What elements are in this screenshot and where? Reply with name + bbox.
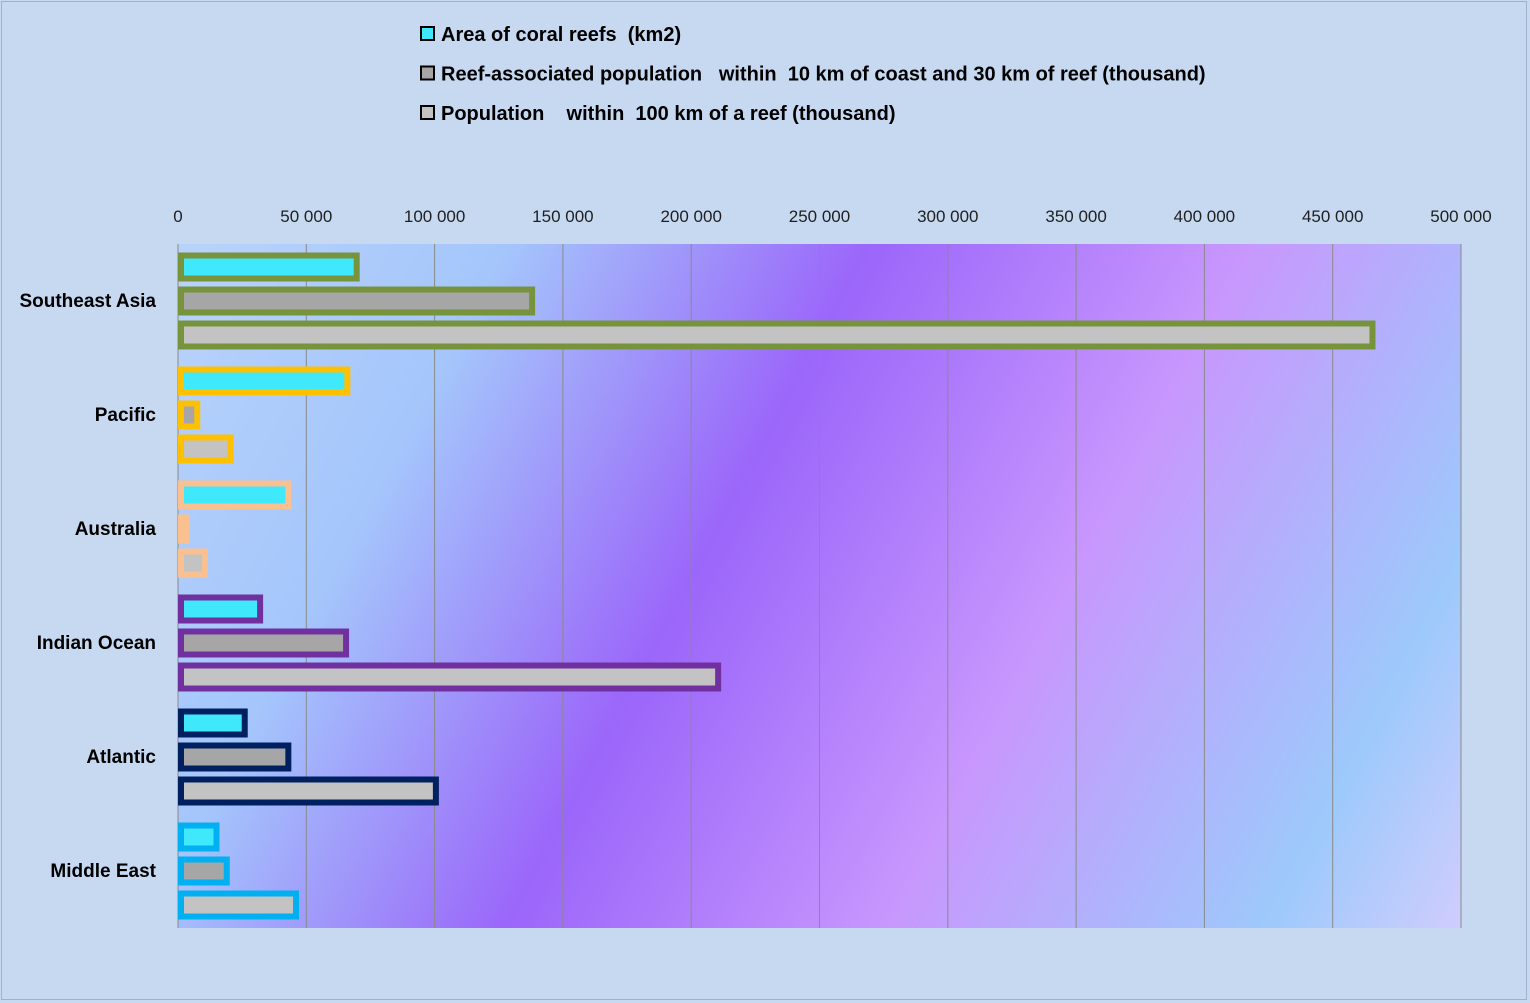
bar xyxy=(178,856,230,886)
bar-group xyxy=(178,822,300,920)
x-tick-label: 200 000 xyxy=(660,207,721,226)
legend-label: Population within 100 km of a reef (thou… xyxy=(441,103,895,125)
bar-group xyxy=(178,252,1376,350)
bar xyxy=(178,480,292,510)
legend-swatch xyxy=(420,65,435,81)
legend-label: Reef-associated population within 10 km … xyxy=(441,64,1206,86)
bar xyxy=(178,662,722,692)
bar xyxy=(178,252,360,282)
legend-item: Population within 100 km of a reef (thou… xyxy=(420,103,895,125)
x-tick-label: 250 000 xyxy=(789,207,850,226)
legend-label: Area of coral reefs (km2) xyxy=(441,24,681,46)
x-tick-label: 50 000 xyxy=(280,207,332,226)
category-label: Middle East xyxy=(50,861,156,882)
x-tick-label: 350 000 xyxy=(1045,207,1106,226)
category-label: Southeast Asia xyxy=(19,291,156,312)
y-axis-categories: Southeast Asia Pacific Australia Indian Oce… xyxy=(19,291,156,882)
legend-swatch xyxy=(420,26,435,41)
bar xyxy=(178,434,234,464)
bar-group xyxy=(178,708,439,806)
bar xyxy=(178,628,350,658)
bar xyxy=(178,742,292,772)
x-tick-label: 450 000 xyxy=(1302,207,1363,226)
bar-group xyxy=(178,366,351,464)
x-tick-label: 150 000 xyxy=(532,207,593,226)
legend-item: Reef-associated population within 10 km … xyxy=(420,64,1206,86)
category-label: Pacific xyxy=(95,405,157,426)
bar xyxy=(178,890,300,920)
bar xyxy=(178,708,248,738)
bar xyxy=(178,776,439,806)
bar xyxy=(178,822,220,852)
x-tick-label: 100 000 xyxy=(404,207,465,226)
gridlines xyxy=(177,244,1462,928)
bar xyxy=(178,400,201,430)
bar xyxy=(178,286,536,316)
category-label: Atlantic xyxy=(86,747,156,768)
bar-group xyxy=(178,594,722,692)
x-tick-label: 500 000 xyxy=(1430,207,1491,226)
bar-group xyxy=(178,480,292,578)
bar xyxy=(178,514,190,544)
legend: Area of coral reefs (km2) Reef-associated… xyxy=(420,24,1206,125)
bar xyxy=(178,320,1376,350)
x-tick-label: 300 000 xyxy=(917,207,978,226)
bar xyxy=(178,594,264,624)
legend-item: Area of coral reefs (km2) xyxy=(420,24,681,46)
x-tick-label: 400 000 xyxy=(1174,207,1235,226)
bars xyxy=(178,252,1376,920)
x-tick-label: 0 xyxy=(173,207,182,226)
bar xyxy=(178,366,351,396)
category-label: Australia xyxy=(75,519,157,540)
category-label: Indian Ocean xyxy=(37,633,156,654)
x-axis-ticks: 0 50 000 100 000 150 000 200 000 250 000 300 0… xyxy=(173,207,1491,226)
bar xyxy=(178,548,208,578)
legend-swatch xyxy=(420,105,435,120)
